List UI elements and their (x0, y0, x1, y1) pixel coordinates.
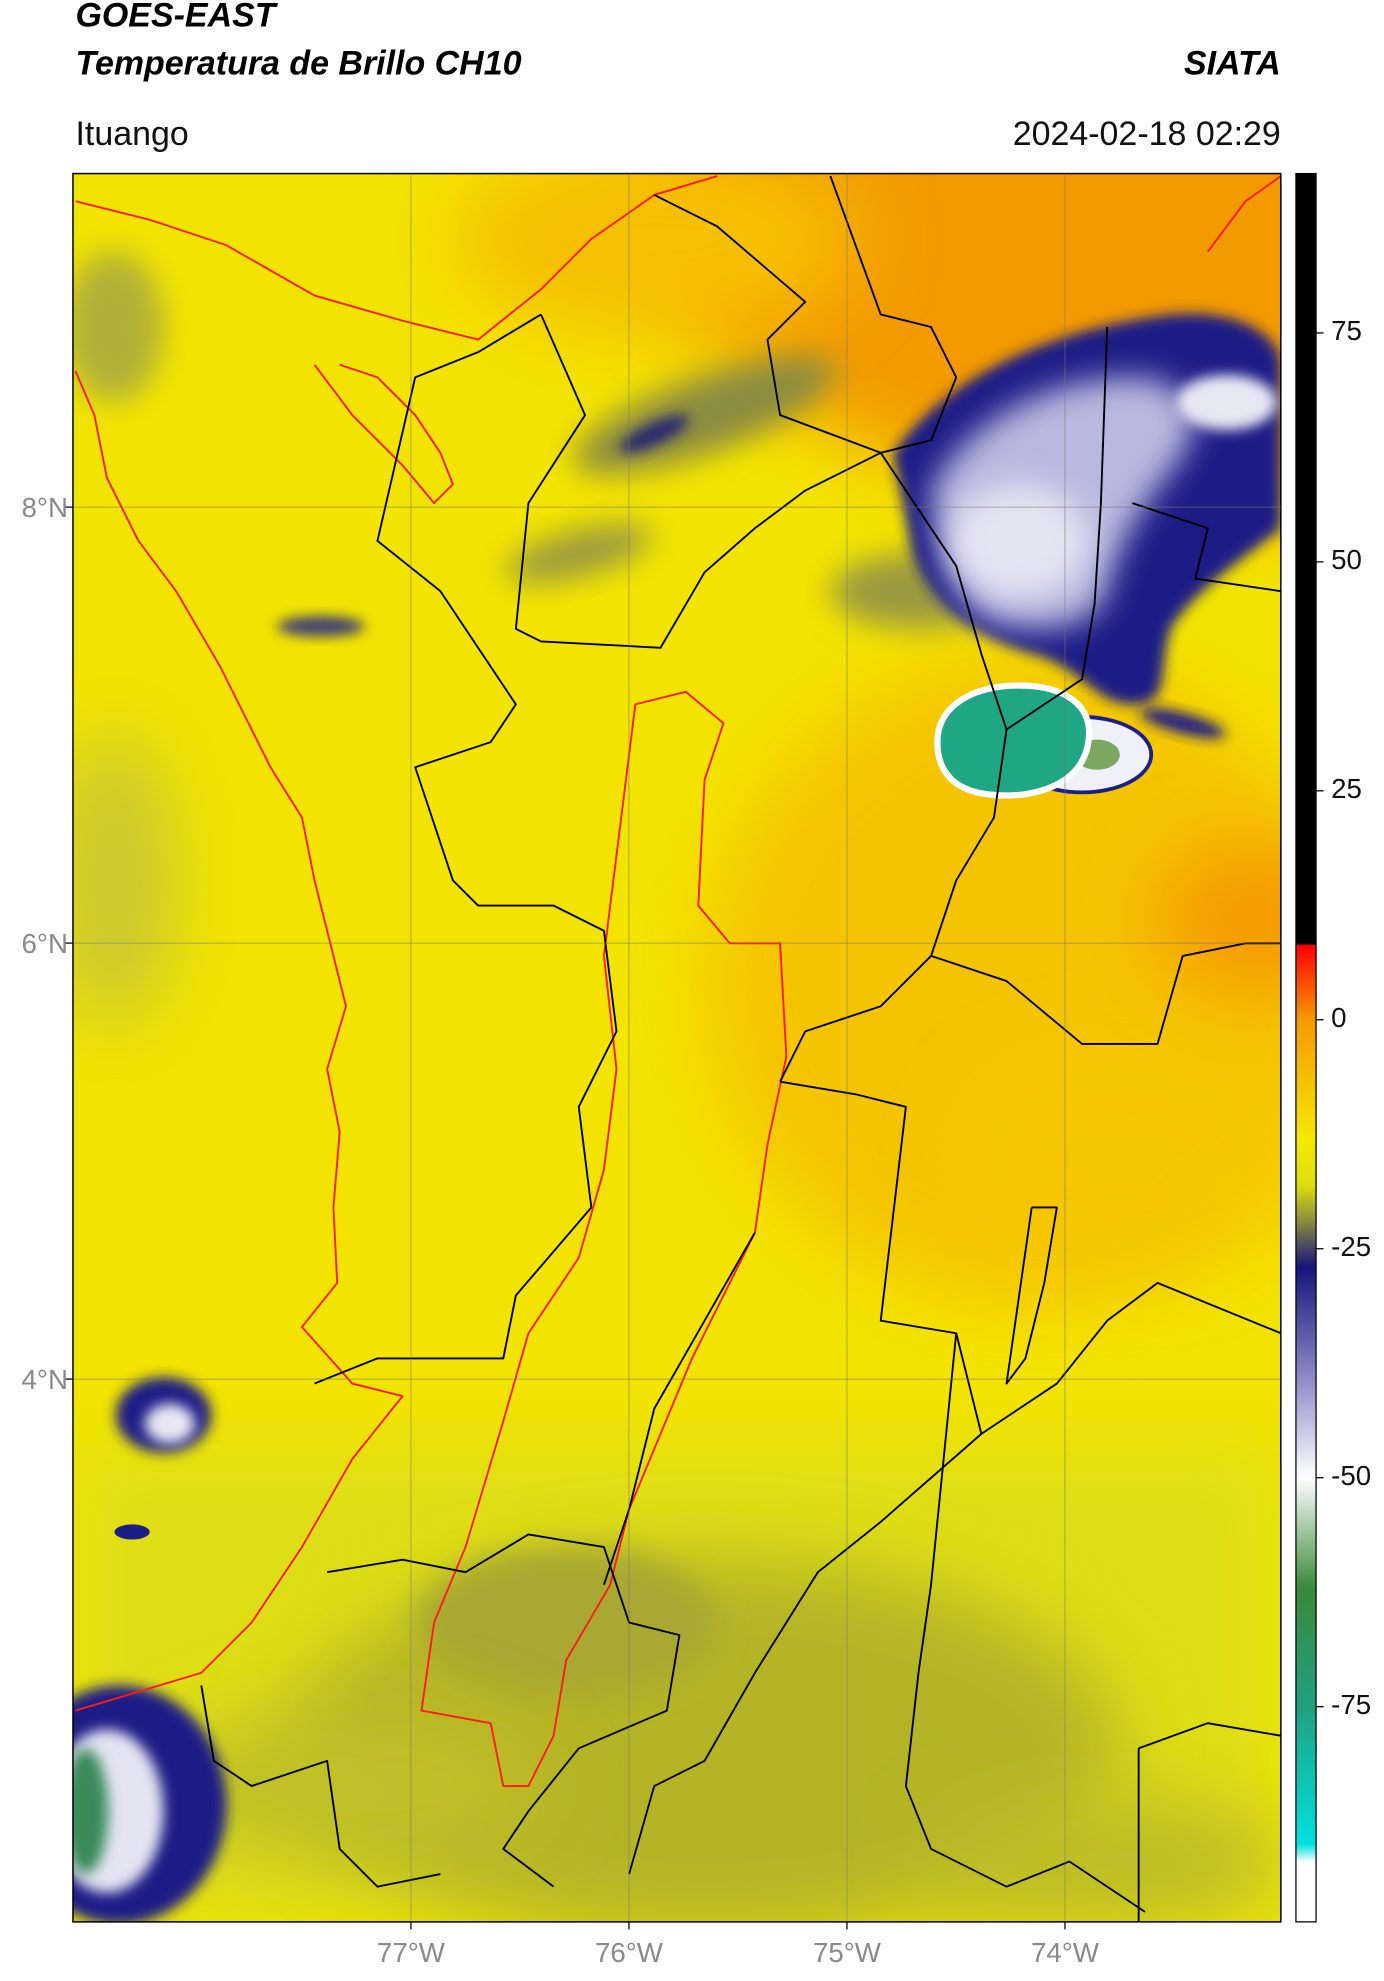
location: Ituango (75, 115, 188, 153)
source: SIATA (1184, 44, 1281, 82)
y-tick-label: 4°N (22, 1364, 68, 1395)
y-tick-label: 6°N (22, 928, 68, 959)
colorbar-tick-label: -50 (1331, 1460, 1371, 1491)
x-tick-label: 76°W (595, 1937, 664, 1968)
y-tick-label: 8°N (22, 492, 68, 523)
x-tick-label: 75°W (813, 1937, 882, 1968)
colorbar-tick-label: 50 (1331, 544, 1362, 575)
subtitle: Temperatura de Brillo CH10 (75, 44, 521, 82)
colorbar-tick-label: -75 (1331, 1689, 1371, 1720)
colorbar-tick-label: 25 (1331, 773, 1362, 804)
x-tick-label: 77°W (377, 1937, 446, 1968)
colorbar-tick-label: 0 (1331, 1002, 1346, 1033)
satellite-image (72, 173, 1281, 1922)
colorbar (1295, 172, 1317, 1923)
x-tick-label: 74°W (1031, 1937, 1100, 1968)
map-frame (72, 172, 1282, 1923)
title: GOES-EAST (75, 0, 278, 35)
datetime: 2024-02-18 02:29 (1013, 115, 1281, 153)
colorbar-tick-label: -25 (1331, 1231, 1371, 1262)
colorbar-tick-label: 75 (1331, 315, 1362, 346)
